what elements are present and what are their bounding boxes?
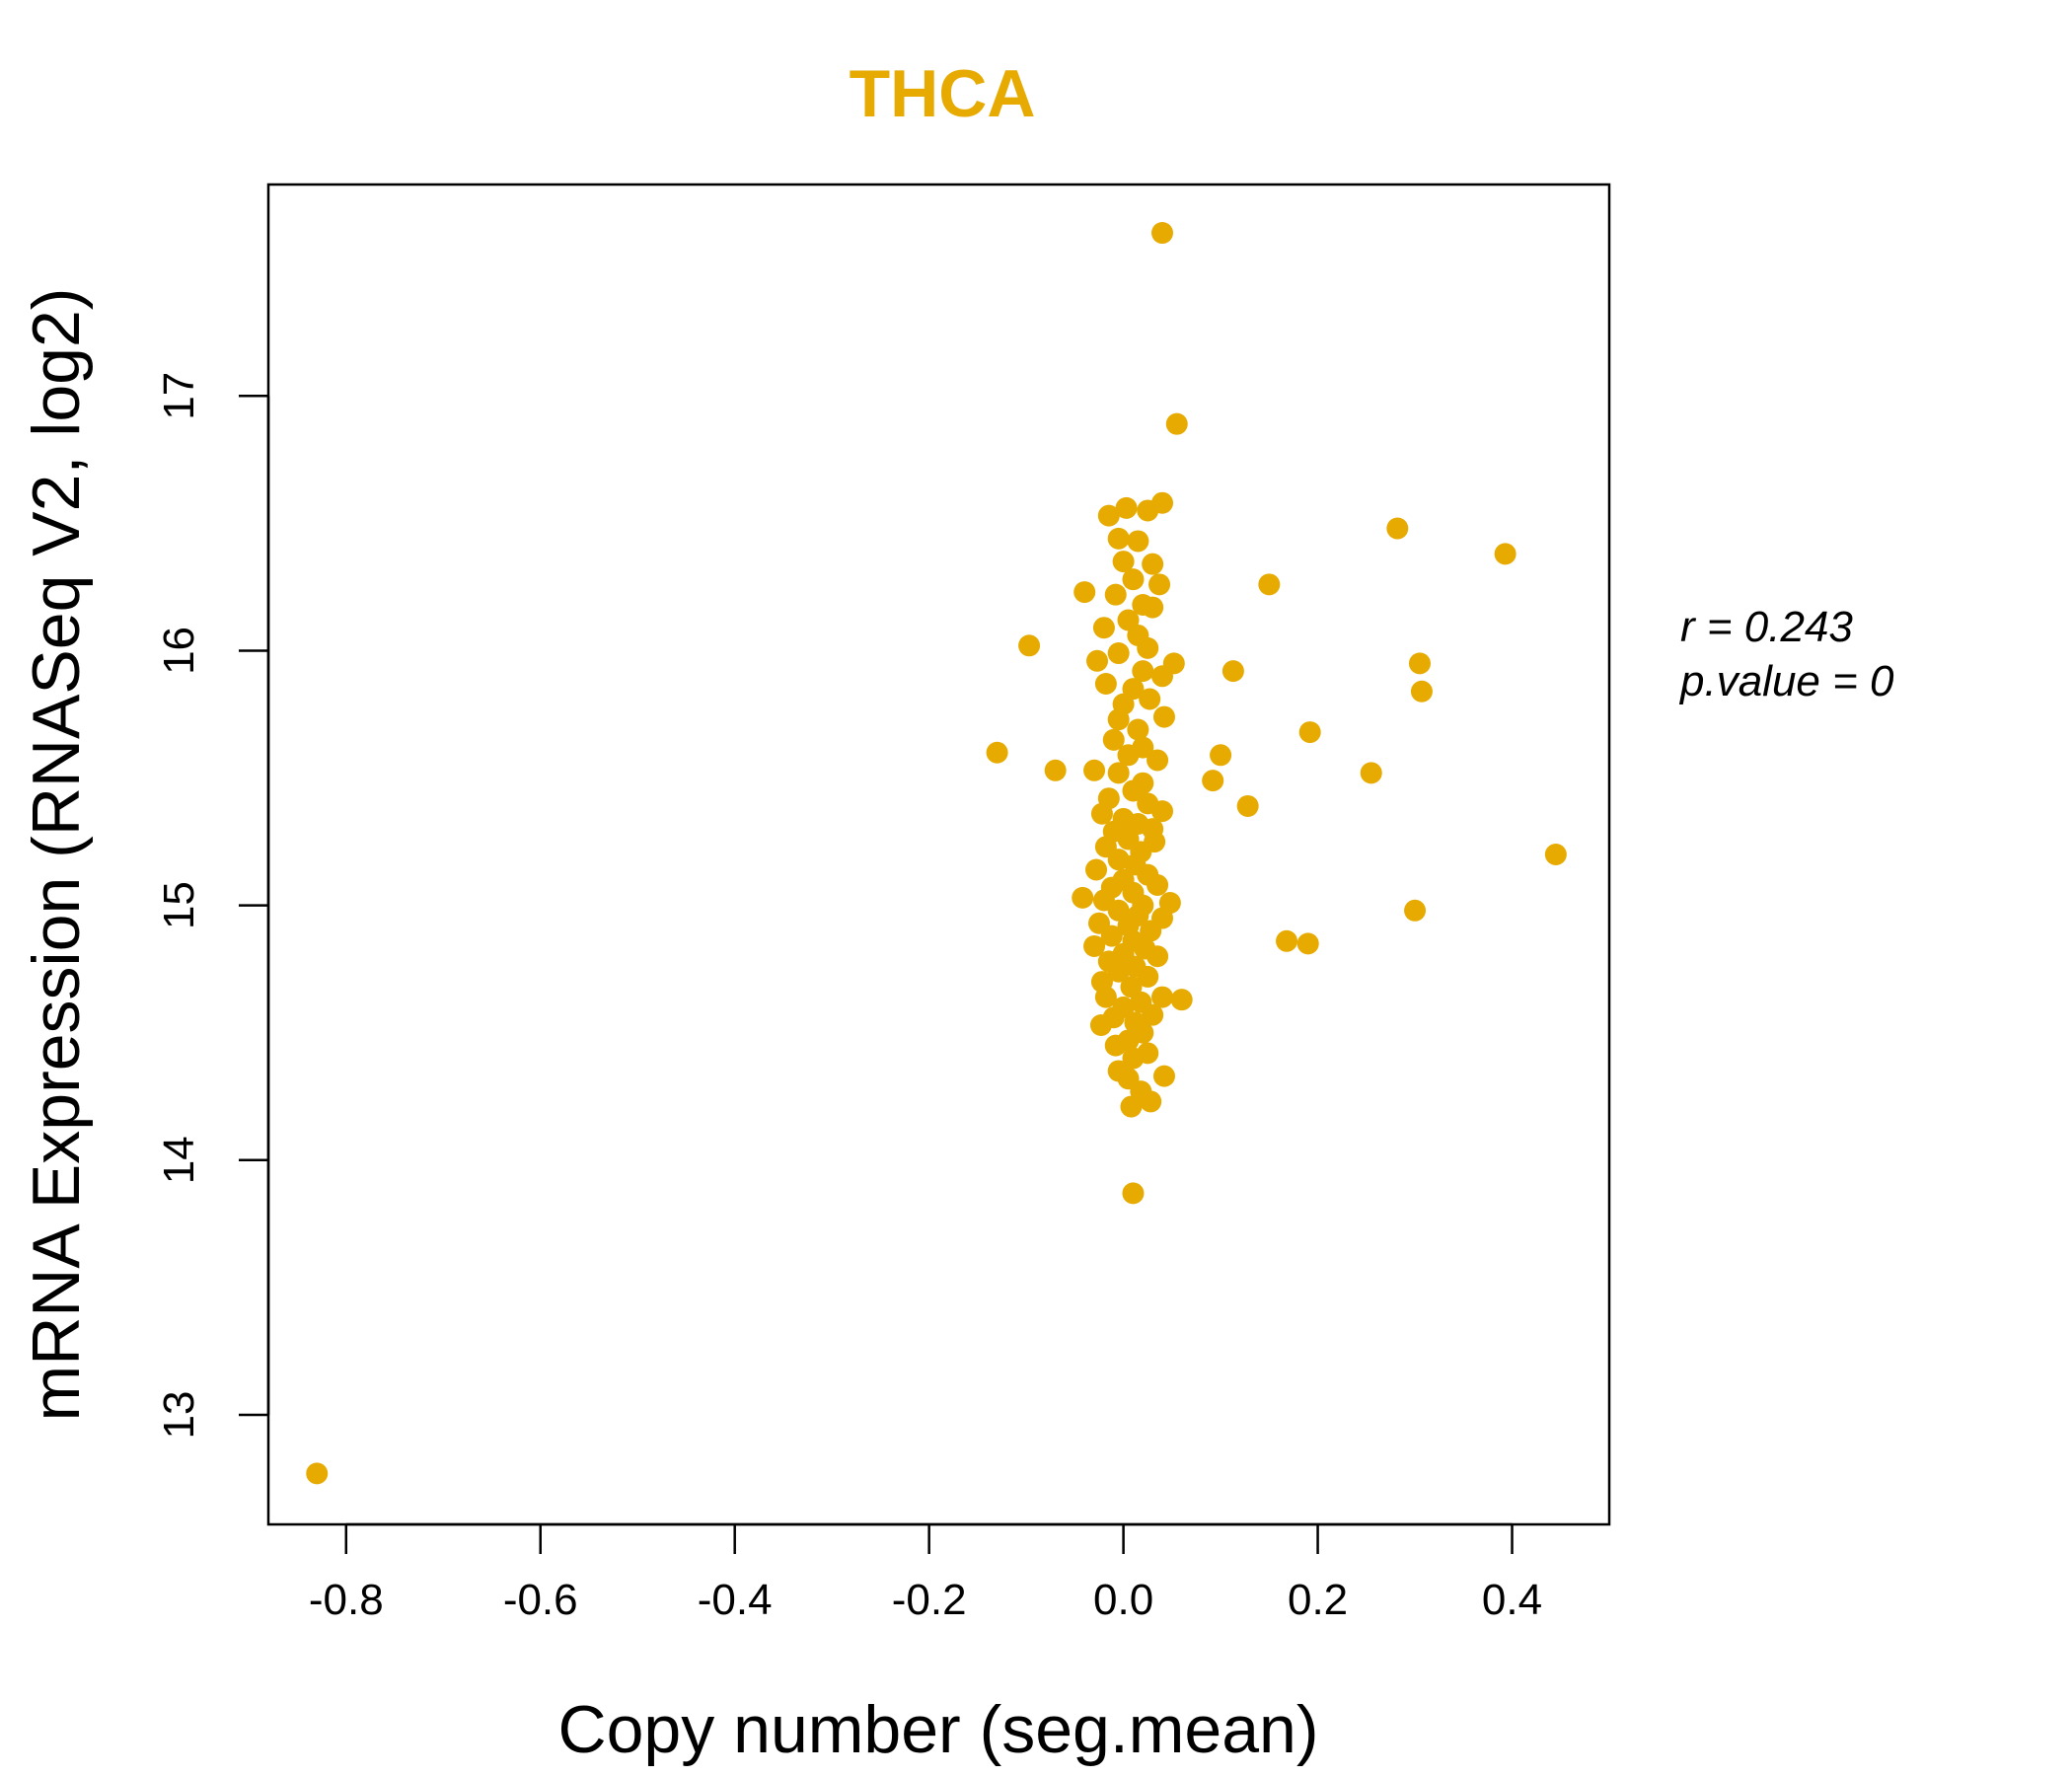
data-point xyxy=(1100,925,1123,947)
data-point xyxy=(1151,986,1173,1008)
data-point xyxy=(1083,934,1106,957)
data-point xyxy=(1276,929,1298,952)
x-axis-title: Copy number (seg.mean) xyxy=(557,1692,1318,1767)
data-point xyxy=(1122,568,1145,591)
x-tick-label: -0.6 xyxy=(503,1576,578,1624)
data-point xyxy=(1165,412,1188,435)
data-point xyxy=(1142,553,1164,575)
x-tick-label: -0.4 xyxy=(698,1576,773,1624)
data-point xyxy=(1139,688,1161,710)
data-point xyxy=(1152,1065,1175,1087)
data-point xyxy=(1018,634,1041,657)
data-point xyxy=(1094,673,1117,696)
data-point xyxy=(1097,504,1120,527)
data-point xyxy=(1147,873,1169,896)
data-point xyxy=(1107,708,1130,731)
data-point xyxy=(1142,596,1164,619)
data-point xyxy=(1092,617,1115,639)
data-point xyxy=(1140,920,1162,942)
data-point xyxy=(306,1462,329,1485)
data-point xyxy=(1236,794,1259,817)
y-tick-label: 16 xyxy=(155,627,203,675)
data-point xyxy=(1408,652,1431,675)
data-point xyxy=(1089,1013,1112,1036)
data-point xyxy=(1117,744,1140,767)
data-point xyxy=(1107,642,1130,665)
data-point xyxy=(1127,530,1149,553)
data-point xyxy=(1112,551,1135,573)
data-point xyxy=(1152,705,1175,728)
data-point xyxy=(1104,1034,1127,1057)
data-point xyxy=(1120,1095,1143,1118)
data-point xyxy=(1127,718,1149,741)
data-point xyxy=(1142,1003,1164,1026)
x-tick-label: 0.2 xyxy=(1288,1576,1348,1624)
data-point xyxy=(1147,945,1169,968)
data-point xyxy=(1122,779,1145,802)
data-point xyxy=(1296,932,1319,955)
data-point xyxy=(1107,960,1130,983)
data-point xyxy=(1298,721,1321,744)
data-point xyxy=(1083,759,1106,781)
data-point xyxy=(1140,1090,1162,1113)
data-point xyxy=(1147,749,1169,772)
data-point xyxy=(1151,222,1173,245)
y-tick-label: 13 xyxy=(155,1391,203,1440)
data-point xyxy=(1090,802,1113,825)
data-point xyxy=(1107,527,1130,550)
y-tick-label: 17 xyxy=(155,372,203,420)
data-points xyxy=(306,222,1567,1485)
correlation-r: r = 0.243 xyxy=(1680,603,1853,651)
data-point xyxy=(1072,886,1094,909)
y-axis: 13 14 15 16 17 xyxy=(155,372,270,1440)
data-point xyxy=(1170,989,1193,1011)
data-point xyxy=(1137,965,1159,988)
data-point xyxy=(1404,899,1427,922)
data-point xyxy=(1094,986,1117,1008)
data-point xyxy=(1086,649,1109,672)
data-point xyxy=(1132,660,1154,683)
chart-title: THCA xyxy=(850,56,1036,131)
x-tick-label: -0.2 xyxy=(892,1576,967,1624)
data-point xyxy=(1107,849,1130,871)
data-point xyxy=(986,741,1008,764)
data-point xyxy=(1544,844,1567,865)
x-tick-label: 0.0 xyxy=(1093,1576,1153,1624)
data-point xyxy=(1137,499,1159,522)
data-point xyxy=(1115,496,1138,519)
x-tick-label: -0.8 xyxy=(309,1576,384,1624)
data-point xyxy=(1122,1182,1145,1205)
x-tick-label: 0.4 xyxy=(1482,1576,1542,1624)
data-point xyxy=(1104,583,1127,606)
data-point xyxy=(1494,543,1517,565)
data-point xyxy=(1044,759,1067,781)
x-axis: -0.8 -0.6 -0.4 -0.2 0.0 0.2 0.4 xyxy=(309,1522,1542,1624)
y-axis-title: mRNA Expression (RNASeq V2, log2) xyxy=(19,288,94,1422)
data-point xyxy=(1151,665,1173,688)
plot-frame xyxy=(266,183,1611,1526)
data-point xyxy=(1122,1047,1145,1070)
data-point xyxy=(1085,858,1108,881)
p-value: p.value = 0 xyxy=(1678,657,1894,705)
data-point xyxy=(1102,728,1125,751)
data-point xyxy=(1107,762,1130,784)
data-point xyxy=(1151,800,1173,823)
data-point xyxy=(1410,680,1433,703)
data-point xyxy=(1073,581,1096,604)
data-point xyxy=(1386,517,1409,540)
data-point xyxy=(1137,636,1159,659)
data-point xyxy=(1210,744,1232,767)
y-tick-label: 15 xyxy=(155,881,203,929)
data-point xyxy=(1148,573,1171,596)
data-point xyxy=(1221,660,1244,683)
y-tick-label: 14 xyxy=(155,1136,203,1184)
data-point xyxy=(1258,573,1281,596)
data-point xyxy=(1360,762,1382,784)
data-point xyxy=(1202,770,1224,792)
